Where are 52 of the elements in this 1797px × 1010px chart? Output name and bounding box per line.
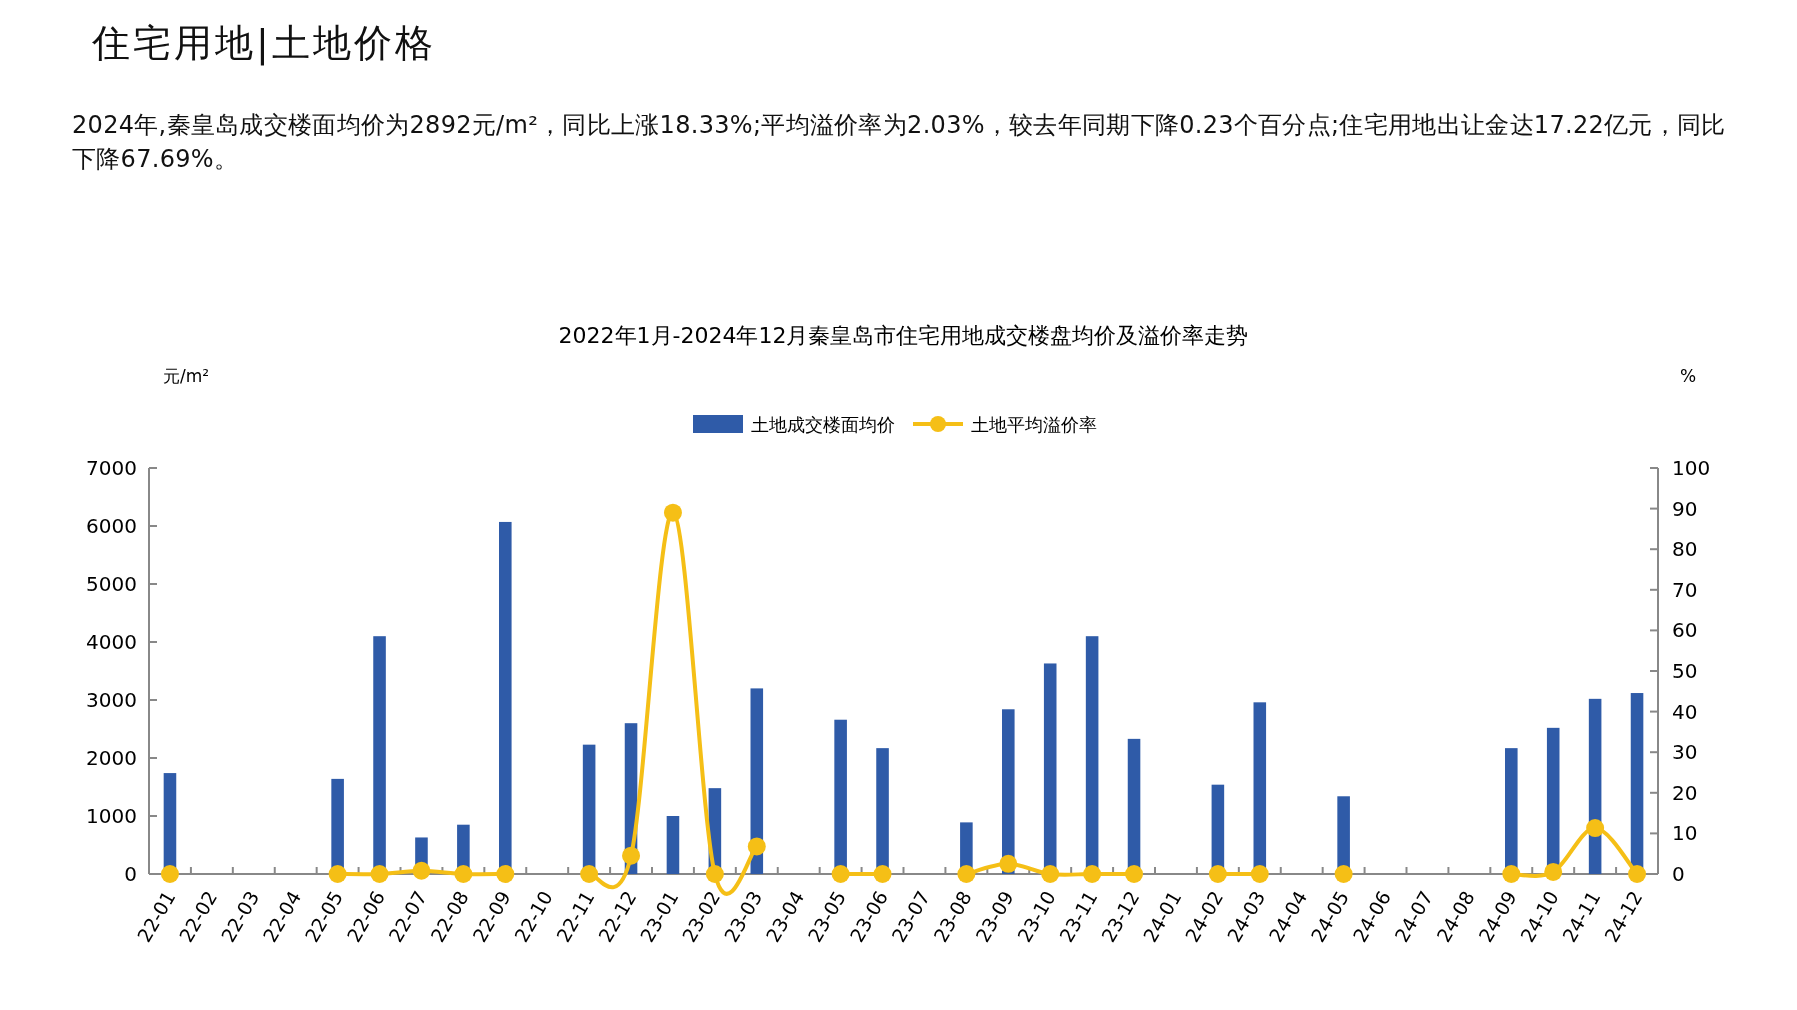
point — [496, 865, 515, 883]
point — [1502, 865, 1521, 883]
point — [370, 865, 389, 883]
point — [1208, 865, 1227, 883]
y-tick-label: 1000 — [86, 804, 137, 828]
point — [454, 865, 473, 883]
point — [957, 865, 976, 883]
point — [747, 837, 766, 856]
y-tick-label: 6000 — [86, 514, 137, 538]
text: 2024年,秦皇岛成交楼面均价为2892元/m²，同比上涨18.33%;平均溢价率为2.03%，较去年同期下降0.23个百分点;住宅用地出让金达17.22亿元，同比下降67.69%。 — [72, 110, 1727, 175]
y2-tick-label: 70 — [1672, 577, 1698, 602]
point — [1125, 865, 1144, 883]
point — [1334, 865, 1353, 883]
y-tick-label: 4000 — [86, 630, 137, 654]
point — [328, 865, 347, 883]
point — [831, 865, 850, 883]
y-axis-title: 元/m² — [162, 366, 210, 386]
point — [1586, 819, 1605, 838]
y2-tick-label: 0 — [1672, 862, 1685, 886]
point — [999, 854, 1018, 873]
point — [622, 846, 641, 865]
y2-axis-title: % — [1679, 366, 1697, 386]
y-tick-label: 2000 — [86, 746, 137, 770]
y-tick-label: 3000 — [86, 688, 137, 712]
y-tick-label: 7000 — [86, 456, 137, 480]
y-tick-label: 0 — [124, 862, 137, 886]
point — [580, 865, 599, 883]
legend-label: 土地平均溢价率 — [971, 414, 1097, 435]
y2-tick-label: 60 — [1672, 618, 1698, 643]
y2-tick-label: 20 — [1672, 780, 1698, 805]
legend-label: 土地成交楼面均价 — [751, 414, 895, 435]
point — [705, 865, 724, 883]
point — [1041, 865, 1060, 883]
y2-tick-label: 90 — [1672, 496, 1698, 521]
y2-tick-label: 100 — [1672, 456, 1711, 480]
point — [412, 861, 431, 880]
point — [1083, 865, 1102, 883]
bar — [666, 816, 680, 874]
point — [1628, 865, 1647, 883]
chart-title: 2022年1月-2024年12月秦皇岛市住宅用地成交楼盘均价及溢价率走势 — [558, 323, 1249, 348]
point — [663, 503, 682, 522]
text: 住宅用地|土地价格 — [92, 20, 436, 68]
point — [1250, 865, 1269, 883]
y2-tick-label: 10 — [1672, 821, 1698, 846]
y-tick-label: 5000 — [86, 572, 137, 596]
point — [1544, 862, 1563, 881]
point — [160, 865, 179, 883]
y2-tick-label: 80 — [1672, 537, 1698, 562]
y2-tick-label: 50 — [1672, 659, 1698, 683]
y2-tick-label: 40 — [1672, 699, 1698, 724]
point — [873, 865, 892, 883]
y2-tick-label: 30 — [1672, 740, 1698, 765]
